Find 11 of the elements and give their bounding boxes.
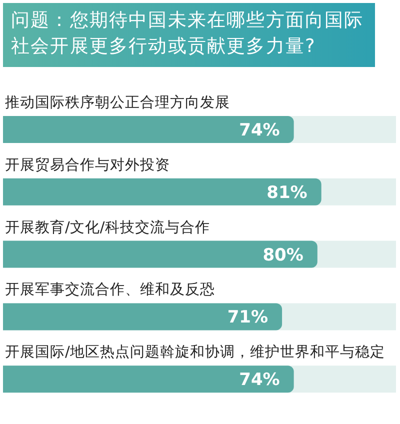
data-label: 81% <box>266 182 308 203</box>
y-tick-label: 开展教育/文化/科技交流与合作 <box>5 218 210 236</box>
y-tick-label: 推动国际秩序朝公正合理方向发展 <box>5 94 230 111</box>
y-tick-label: 开展国际/地区热点问题斡旋和协调，维护世界和平与稳定 <box>5 344 385 361</box>
chart-title: 问题：您期待中国未来在哪些方面向国际社会开展更多行动或贡献更多力量? <box>3 3 375 67</box>
y-tick-label: 开展贸易合作与对外投资 <box>5 156 170 174</box>
data-label: 80% <box>262 245 304 266</box>
data-label: 71% <box>227 308 268 328</box>
data-label: 74% <box>239 370 280 390</box>
data-label: 74% <box>239 120 280 140</box>
y-tick-label: 开展军事交流合作、维和及反恐 <box>5 281 215 298</box>
